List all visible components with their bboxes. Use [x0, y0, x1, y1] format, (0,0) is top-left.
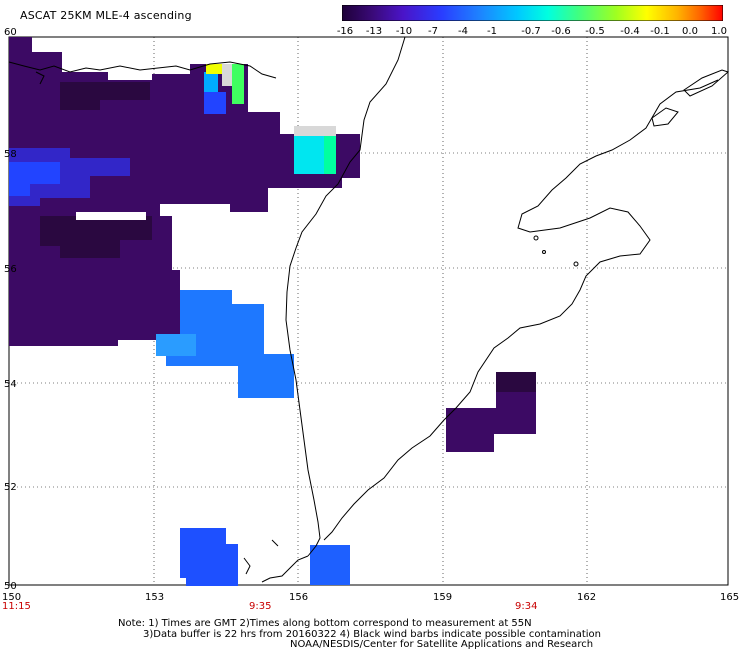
scale-label: -0.7 [521, 26, 541, 37]
data-gap [76, 212, 146, 220]
y-tick-label: 50 [4, 581, 17, 592]
scale-label: -0.5 [585, 26, 605, 37]
southern-blue-patch-west [180, 528, 238, 586]
scale-label: 0.0 [682, 26, 698, 37]
x-tick-label: 153 [145, 592, 164, 603]
north-patch-green [232, 64, 244, 104]
pass-time-label: 9:34 [515, 601, 537, 612]
y-tick-label: 60 [4, 27, 17, 38]
x-tick-label: 156 [289, 592, 308, 603]
swath-data [9, 37, 536, 586]
x-tick-label: 159 [433, 592, 452, 603]
coastlines [8, 36, 729, 583]
map-title: ASCAT 25KM MLE-4 ascending [20, 9, 192, 22]
bright-blue-core [9, 162, 60, 196]
y-tick-label: 54 [4, 379, 17, 390]
central-blue-swath [156, 290, 294, 398]
footnote-line-1: Note: 1) Times are GMT 2)Times along bot… [118, 618, 532, 629]
north-patch-blue [204, 92, 226, 114]
north-patch-grey [222, 64, 232, 86]
coastal-green-strip [324, 136, 336, 174]
x-tick-label: 165 [720, 592, 739, 603]
color-scale-bar [342, 5, 723, 21]
scale-label: -16 [336, 26, 354, 37]
central-light-blue [156, 334, 196, 356]
x-tick-label: 162 [577, 592, 596, 603]
pass-time-label: 11:15 [2, 601, 31, 612]
scale-label: -13 [365, 26, 383, 37]
western-purple-swath [9, 37, 360, 346]
axis-labels: 60 58 56 54 52 50 150 153 156 159 162 16… [2, 27, 739, 603]
scale-label: -1 [487, 26, 497, 37]
scale-label: -7 [428, 26, 438, 37]
gridlines [9, 37, 728, 585]
y-tick-label: 58 [4, 149, 17, 160]
color-scale-labels: -16 -13 -10 -7 -4 -1 -0.7 -0.6 -0.5 -0.4… [337, 26, 727, 38]
eastern-dark-patch [496, 372, 536, 392]
y-tick-label: 56 [4, 264, 17, 275]
dark-top-band [60, 82, 150, 110]
coastal-grey-patch [294, 126, 336, 136]
footnote-credit: NOAA/NESDIS/Center for Satellite Applica… [290, 639, 594, 650]
scale-label: -0.1 [650, 26, 670, 37]
pass-times: 11:15 9:35 9:34 [2, 601, 537, 612]
y-tick-label: 52 [4, 482, 17, 493]
footnote-line-2: 3)Data buffer is 22 hrs from 20160322 4)… [143, 629, 601, 640]
north-patch-cyan [204, 72, 218, 92]
scale-label: 1.0 [711, 26, 727, 37]
dark-band [40, 216, 152, 258]
scale-label: -10 [395, 26, 413, 37]
scale-label: -0.6 [551, 26, 571, 37]
southern-blue-patch-east [310, 545, 350, 585]
scale-label: -0.4 [620, 26, 640, 37]
scale-label: -4 [458, 26, 468, 37]
x-tick-label: 150 [2, 592, 21, 603]
north-patch-yellow [206, 64, 224, 74]
pass-time-label: 9:35 [249, 601, 271, 612]
